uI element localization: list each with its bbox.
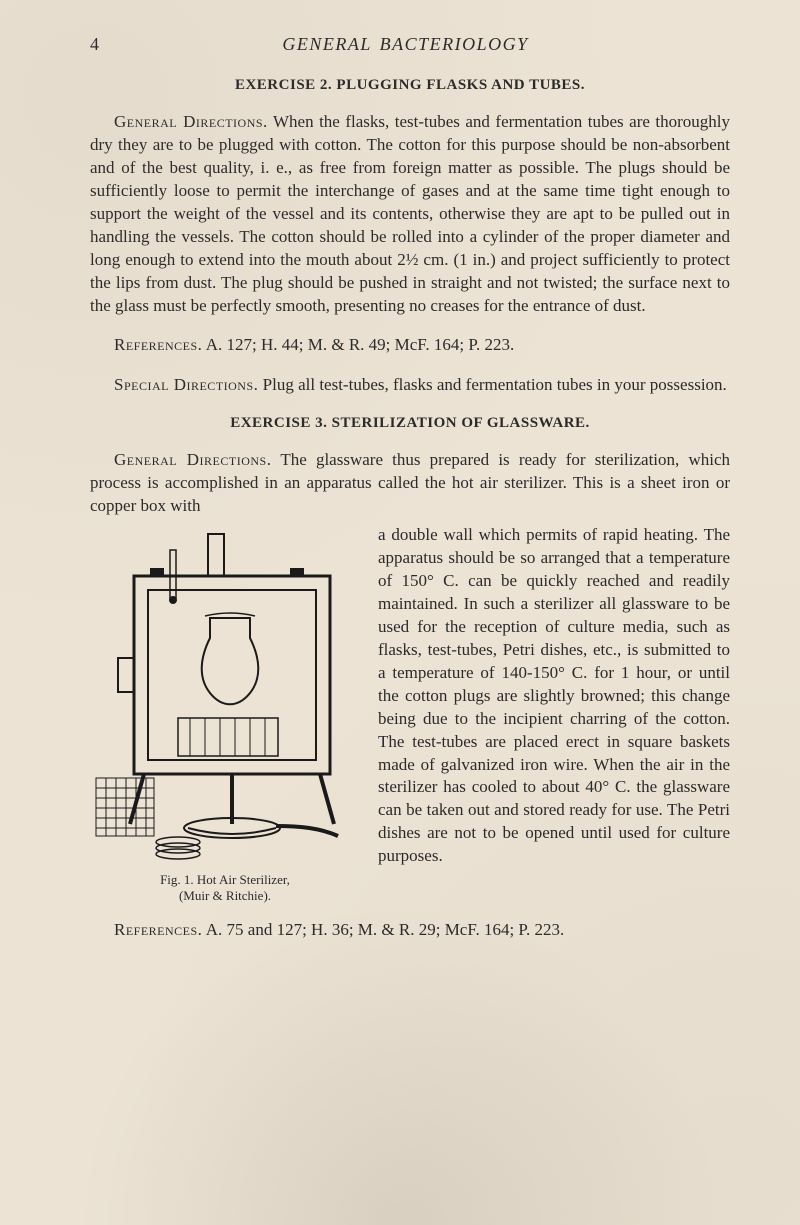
running-head: GENERAL BACTERIOLOGY	[282, 34, 528, 55]
general-directions-text: When the flasks, test-tubes and fermenta…	[90, 112, 730, 315]
figure-caption-line-2: (Muir & Ritchie).	[179, 888, 271, 903]
references-text: A. 127; H. 44; M. & R. 49; McF. 164; P. …	[202, 335, 514, 354]
special-directions-text: Plug all test-tubes, flasks and fermenta…	[258, 375, 726, 394]
exercise-3-title: EXERCISE 3. STERILIZATION OF GLASSWARE.	[90, 415, 730, 432]
exercise-2-references: References. A. 127; H. 44; M. & R. 49; M…	[90, 334, 730, 357]
figure-1: Fig. 1. Hot Air Sterilizer, (Muir & Ritc…	[90, 528, 360, 905]
exercise-3-general-pre: General Directions. The glassware thus p…	[90, 449, 730, 518]
figure-caption: Fig. 1. Hot Air Sterilizer, (Muir & Ritc…	[90, 872, 360, 905]
special-directions-label: Special Directions.	[114, 375, 258, 394]
figure-caption-line-1: Fig. 1. Hot Air Sterilizer,	[160, 872, 290, 887]
sterilizer-illustration	[90, 528, 360, 868]
references-label-3: References.	[114, 920, 202, 939]
exercise-3-wrap-text: a double wall which permits of rapid hea…	[378, 525, 730, 865]
exercise-2-general: General Directions. When the flasks, tes…	[90, 111, 730, 317]
exercise-3-references: References. A. 75 and 127; H. 36; M. & R…	[90, 919, 730, 942]
exercise-2-title: EXERCISE 2. PLUGGING FLASKS AND TUBES.	[90, 77, 730, 94]
page-header: 4 GENERAL BACTERIOLOGY	[90, 34, 730, 55]
references-label: References.	[114, 335, 202, 354]
page-number: 4	[90, 34, 99, 55]
general-directions-label-3: General Directions.	[114, 450, 271, 469]
figure-text-wrap: Fig. 1. Hot Air Sterilizer, (Muir & Ritc…	[90, 524, 730, 911]
references-text-3: A. 75 and 127; H. 36; M. & R. 29; McF. 1…	[202, 920, 564, 939]
exercise-2-special: Special Directions. Plug all test-tubes,…	[90, 374, 730, 397]
general-directions-label: General Directions.	[114, 112, 268, 131]
